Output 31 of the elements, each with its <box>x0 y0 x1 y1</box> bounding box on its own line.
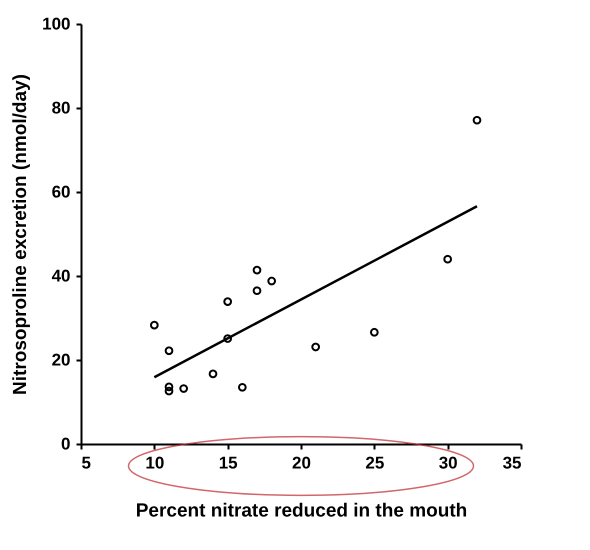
y-tick-label: 0 <box>61 434 70 454</box>
x-tick-label: 5 <box>82 454 91 472</box>
y-tick-label: 20 <box>52 350 70 370</box>
point <box>252 266 262 274</box>
point <box>164 382 174 392</box>
point <box>238 382 247 392</box>
point <box>443 254 452 264</box>
x-tick-label: 30 <box>438 454 458 472</box>
point <box>311 342 320 352</box>
x-tick-label: 15 <box>218 454 238 472</box>
x-tick-label: 20 <box>292 454 311 472</box>
point <box>164 346 174 356</box>
x-tick-label: 35 <box>502 454 522 472</box>
point <box>252 286 262 296</box>
point <box>472 116 482 125</box>
point <box>267 276 276 286</box>
y-tick-label: 100 <box>42 14 70 34</box>
point <box>370 328 379 337</box>
point <box>223 334 232 343</box>
point <box>223 297 232 306</box>
y-tick-label: 40 <box>52 266 70 286</box>
point <box>150 320 159 330</box>
x-tick-label: 10 <box>145 454 164 472</box>
point <box>164 386 174 396</box>
point <box>179 384 188 393</box>
x-axis-title: Percent nitrate reduced in the mouth <box>136 500 468 522</box>
y-axis-title: Nitrosoproline excretion (nmol/day) <box>10 74 32 395</box>
y-tick-label: 60 <box>52 182 70 202</box>
y-tick-label: 80 <box>52 98 70 118</box>
point <box>208 370 218 378</box>
x-tick-label: 25 <box>365 454 384 472</box>
